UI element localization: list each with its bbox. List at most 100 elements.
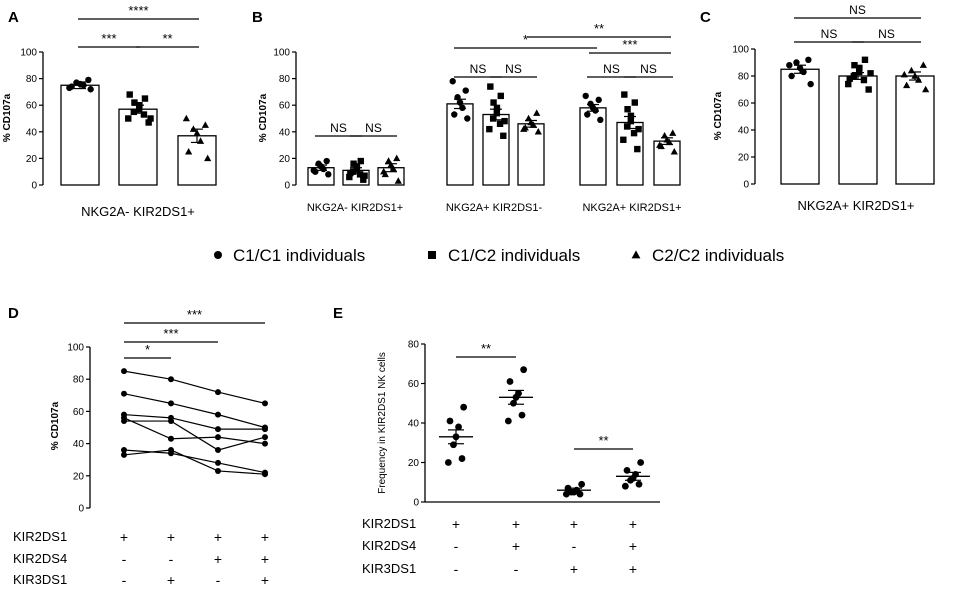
- bar: [579, 107, 607, 186]
- data-point: [534, 128, 542, 135]
- significance-label: NS: [365, 121, 382, 135]
- panel-letter: A: [8, 9, 19, 26]
- panel-e: E 0 20 40 60 80 Frequency in KIR2DS1 NK cells *…: [333, 305, 660, 577]
- data-point: [262, 471, 268, 478]
- data-point: [389, 165, 398, 172]
- condition-sign: +: [629, 516, 637, 532]
- data-point: [597, 116, 604, 124]
- data-point: [846, 75, 853, 82]
- data-point: [631, 99, 638, 106]
- data-point: [361, 172, 368, 179]
- data-point: [656, 141, 664, 148]
- data-point: [350, 160, 357, 167]
- data-point: [510, 399, 517, 407]
- y-tick-label: 0: [743, 180, 749, 191]
- data-point: [635, 480, 643, 488]
- condition-sign: -: [122, 551, 127, 567]
- data-point: [627, 117, 635, 125]
- data-point: [520, 366, 528, 374]
- y-axis-label: % CD107a: [713, 91, 724, 140]
- data-point: [73, 79, 80, 86]
- legend-label: C1/C2 individuals: [448, 246, 580, 265]
- bar: [118, 108, 158, 186]
- data-point: [168, 435, 174, 442]
- y-tick-label: 80: [26, 74, 38, 85]
- data-point: [518, 411, 526, 419]
- significance-label: NS: [505, 62, 522, 76]
- bar: [895, 75, 935, 185]
- data-point: [500, 132, 507, 139]
- data-point: [131, 99, 138, 106]
- bar: [838, 75, 878, 185]
- condition-sign: +: [512, 516, 520, 532]
- data-point: [907, 66, 916, 74]
- y-tick-label: 100: [273, 48, 290, 59]
- panel-c: C 0 20 40 60 80 100 % CD107a NKG2A+ KIR2DS1+ NS NS…: [700, 3, 935, 213]
- data-point: [621, 482, 629, 490]
- data-point: [506, 378, 514, 385]
- significance-label: **: [162, 31, 172, 46]
- data-point: [130, 108, 138, 116]
- data-point: [262, 400, 268, 407]
- data-point: [449, 78, 456, 85]
- data-point: [459, 104, 466, 112]
- significance-label: ***: [101, 31, 116, 46]
- significance-label: *: [523, 32, 528, 47]
- significance-label: ***: [622, 37, 637, 52]
- data-point: [125, 115, 132, 122]
- series-line: [123, 414, 265, 430]
- data-point: [66, 84, 73, 92]
- y-tick-label: 100: [20, 48, 37, 59]
- data-point: [533, 109, 541, 116]
- data-point: [185, 147, 193, 155]
- condition-sign: +: [167, 572, 175, 588]
- data-point: [861, 56, 869, 63]
- significance-label: NS: [878, 27, 895, 41]
- significance-label: NS: [330, 121, 347, 135]
- data-point: [845, 80, 852, 88]
- y-tick-label: 60: [738, 99, 750, 110]
- bar: [616, 121, 644, 186]
- row-label: KIR2DS1: [362, 516, 416, 531]
- y-tick-label: 0: [284, 181, 290, 192]
- data-point: [497, 92, 504, 100]
- condition-sign: +: [629, 561, 637, 577]
- data-point: [587, 100, 594, 108]
- data-point: [121, 447, 127, 454]
- data-point: [325, 171, 332, 178]
- bar: [780, 68, 820, 185]
- data-point: [121, 451, 127, 458]
- data-point: [85, 76, 92, 84]
- condition-sign: +: [120, 529, 128, 545]
- condition-sign: +: [570, 561, 578, 577]
- y-tick-label: 40: [73, 439, 85, 450]
- data-point: [856, 64, 863, 72]
- significance-label: **: [594, 21, 604, 36]
- legend: C1/C1 individuals C1/C2 individuals C2/C2 …: [214, 246, 784, 265]
- data-point: [501, 117, 508, 125]
- significance-label: NS: [640, 62, 657, 76]
- data-point: [914, 76, 923, 83]
- group-label: NKG2A- KIR2DS1+: [307, 202, 403, 214]
- data-point: [493, 109, 501, 117]
- series-line: [123, 449, 266, 474]
- data-point: [384, 157, 393, 164]
- y-tick-label: 20: [73, 471, 85, 482]
- y-tick-label: 40: [738, 126, 750, 137]
- data-point: [446, 417, 454, 425]
- data-point: [193, 129, 201, 136]
- y-tick-label: 20: [26, 154, 38, 165]
- data-point: [807, 80, 814, 88]
- data-point: [855, 68, 863, 76]
- y-tick-label: 40: [279, 127, 291, 138]
- data-point: [630, 129, 638, 137]
- data-point: [624, 105, 631, 113]
- condition-sign: +: [261, 572, 269, 588]
- data-point: [121, 390, 127, 397]
- y-tick-label: 0: [78, 504, 84, 515]
- data-point: [168, 447, 174, 454]
- data-point: [582, 92, 589, 100]
- y-tick-label: 80: [279, 74, 291, 85]
- series-line: [123, 370, 266, 404]
